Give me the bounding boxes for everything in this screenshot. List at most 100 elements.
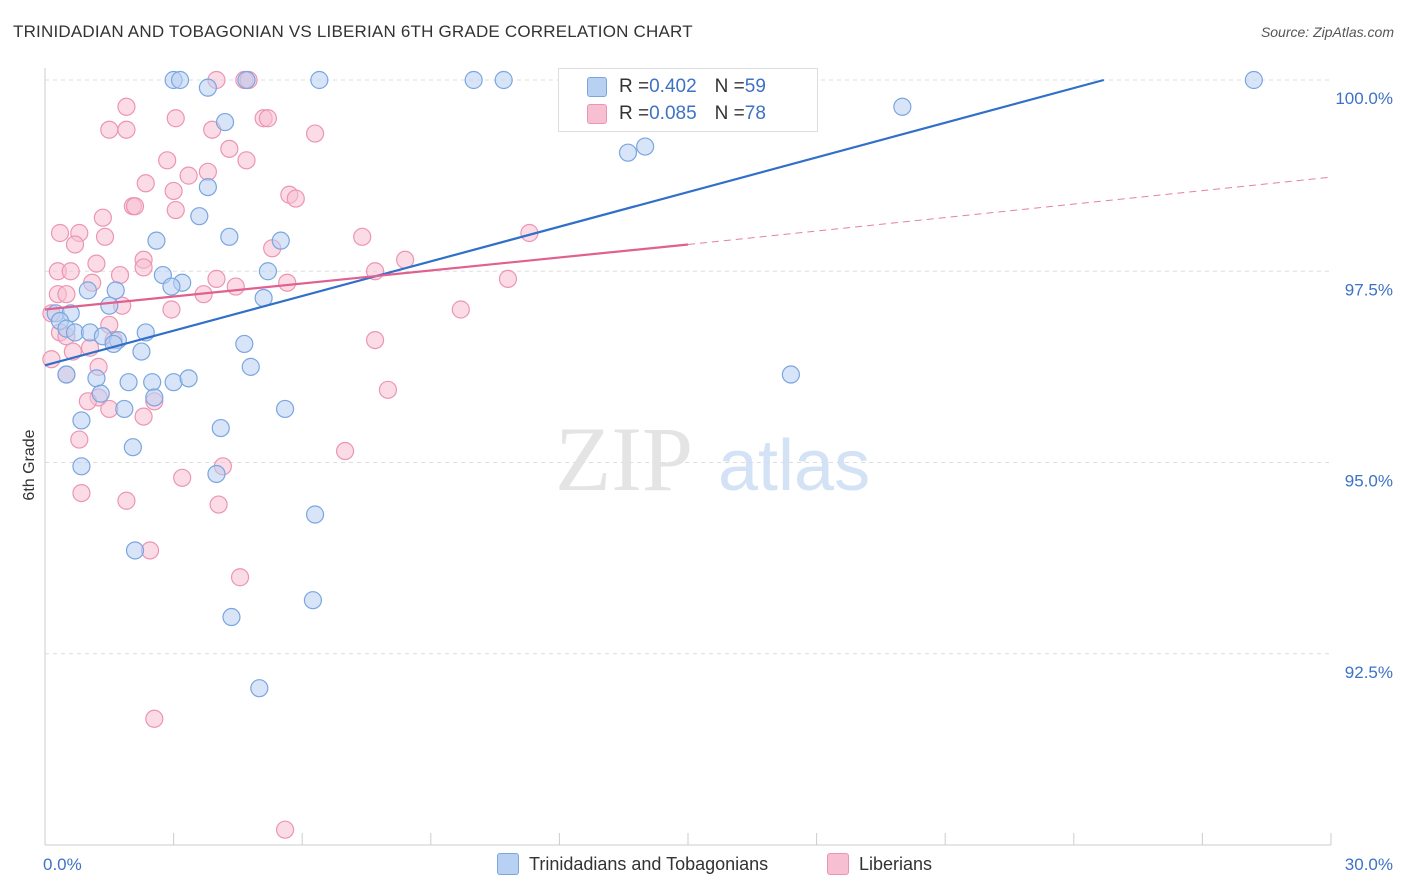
trinidadian-point xyxy=(91,384,110,403)
pink-swatch-icon xyxy=(587,104,607,124)
trinidadian-point xyxy=(215,112,235,132)
trinidadian-point xyxy=(258,262,278,281)
x-tick-label: 30.0% xyxy=(1345,855,1393,874)
trinidadian-point xyxy=(781,365,800,384)
y-axis-label: 6th Grade xyxy=(21,429,38,500)
trinidadian-point xyxy=(164,373,183,392)
trinidadian-point xyxy=(211,418,230,438)
trinidadian-point xyxy=(220,227,239,246)
y-tick-label: 100.0% xyxy=(1335,89,1393,108)
liberian-point xyxy=(278,273,297,292)
legend-r-value: 0.402 xyxy=(649,76,697,97)
legend-n-value: 78 xyxy=(744,103,766,124)
liberian-point xyxy=(95,227,115,246)
liberian-point xyxy=(166,109,185,128)
liberian-point xyxy=(87,254,106,273)
x-tick-label: 0.0% xyxy=(43,855,82,874)
blue-swatch-icon xyxy=(587,77,607,97)
trinidadian-point xyxy=(207,464,226,484)
liberian-point xyxy=(305,124,325,143)
liberian-point xyxy=(134,258,153,277)
trinidadians-points xyxy=(46,70,1263,698)
stats-legend: R = 0.402 N = 59 R = 0.085 N = 78 xyxy=(558,68,818,132)
liberian-point xyxy=(365,331,385,350)
trinidadian-point xyxy=(303,591,323,610)
watermark-zip: ZIP xyxy=(555,408,693,510)
trinidadian-point xyxy=(100,296,119,315)
trinidadian-point xyxy=(72,457,91,476)
liberian-point xyxy=(136,174,155,193)
liberian-point xyxy=(117,491,136,510)
liberian-point xyxy=(57,285,76,304)
series-name: Trinidadians and Tobagonians xyxy=(529,853,769,874)
trinidadian-point xyxy=(119,373,138,392)
trinidadian-point xyxy=(72,411,91,430)
tick-labels: 92.5% 95.0% 97.5% 100.0% 0.0% 30.0% xyxy=(43,89,1393,874)
liberian-point xyxy=(61,262,80,281)
trinidadian-point xyxy=(170,70,190,90)
liberian-point xyxy=(125,197,145,216)
trinidadian-point xyxy=(893,97,912,116)
liberian-point xyxy=(117,97,136,116)
trinidadian-point xyxy=(271,231,290,250)
trinidadian-point xyxy=(162,277,181,296)
trinidadian-point xyxy=(143,373,162,392)
trinidadian-point xyxy=(198,178,217,197)
trinidadian-point xyxy=(241,357,260,376)
trinidadian-point xyxy=(494,70,513,90)
trinidadian-point xyxy=(57,365,76,384)
y-tick-label: 92.5% xyxy=(1345,663,1393,682)
liberian-point xyxy=(93,208,112,227)
trinidadian-point xyxy=(106,281,125,300)
liberian-point xyxy=(100,120,119,139)
liberian-point xyxy=(134,407,153,426)
trinidadian-point xyxy=(250,679,269,698)
trinidadian-point xyxy=(132,342,151,361)
bottom-legend-liberians: Liberians xyxy=(827,852,932,876)
liberian-point xyxy=(230,568,250,587)
legend-n-label: N = xyxy=(714,103,745,124)
trinidadian-point xyxy=(310,70,329,90)
trinidadian-point xyxy=(222,607,241,627)
source-credit: Source: ZipAtlas.com xyxy=(1260,24,1394,40)
liberian-point xyxy=(335,441,355,461)
liberian-trend-line xyxy=(44,243,689,311)
liberian-point xyxy=(164,181,183,201)
trinidadian-point xyxy=(237,70,256,90)
trinidadian-point xyxy=(125,541,145,560)
liberian-point xyxy=(65,235,85,254)
liberian-point xyxy=(498,269,518,288)
liberian-point xyxy=(353,227,372,246)
trinidadian-point xyxy=(235,334,254,354)
trinidadian-point xyxy=(464,70,483,90)
y-tick-label: 97.5% xyxy=(1345,280,1393,299)
liberian-point xyxy=(207,269,226,288)
liberian-point xyxy=(72,484,91,503)
trinidadian-point xyxy=(198,78,217,97)
trinidadian-point xyxy=(104,334,123,354)
liberian-point xyxy=(198,162,217,181)
trinidadian-point xyxy=(305,505,325,524)
pink-swatch-icon xyxy=(827,853,849,875)
legend-row-trinidadians: R = 0.402 N = 59 xyxy=(587,76,766,98)
liberian-point xyxy=(173,468,192,487)
trinidadian-point xyxy=(123,438,142,457)
liberian-point xyxy=(237,151,256,170)
trinidadian-point xyxy=(145,388,164,407)
liberian-point xyxy=(110,265,130,285)
trinidadian-point xyxy=(618,143,638,162)
liberian-point xyxy=(70,430,89,449)
trinidadian-point xyxy=(87,369,106,388)
liberian-point xyxy=(220,139,239,158)
trinidadian-point xyxy=(115,399,134,419)
liberian-point xyxy=(275,820,295,839)
liberian-point xyxy=(117,120,136,139)
liberian-point xyxy=(158,151,177,170)
liberian-point xyxy=(378,380,398,399)
grid-lines xyxy=(45,79,1331,655)
legend-r-value: 0.085 xyxy=(649,103,697,124)
axes xyxy=(44,68,1332,846)
trinidadian-point xyxy=(179,369,198,388)
blue-swatch-icon xyxy=(497,853,519,875)
